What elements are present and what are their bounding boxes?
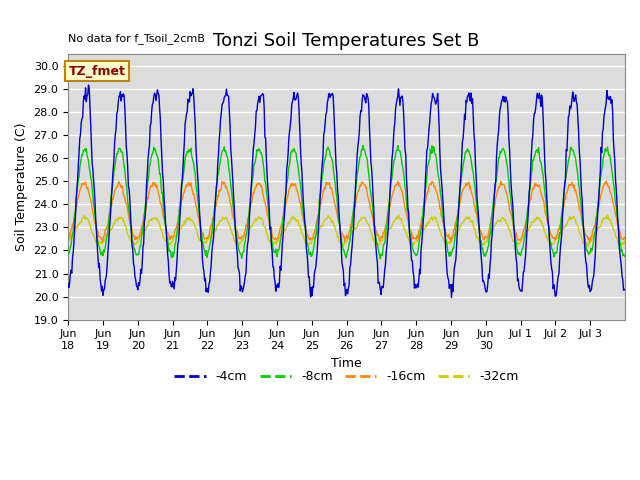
X-axis label: Time: Time (332, 357, 362, 370)
Y-axis label: Soil Temperature (C): Soil Temperature (C) (15, 123, 28, 251)
Text: No data for f_Tsoil_2cmB: No data for f_Tsoil_2cmB (68, 33, 205, 44)
Legend: -4cm, -8cm, -16cm, -32cm: -4cm, -8cm, -16cm, -32cm (170, 365, 524, 388)
Text: TZ_fmet: TZ_fmet (69, 65, 125, 78)
Title: Tonzi Soil Temperatures Set B: Tonzi Soil Temperatures Set B (213, 32, 480, 50)
